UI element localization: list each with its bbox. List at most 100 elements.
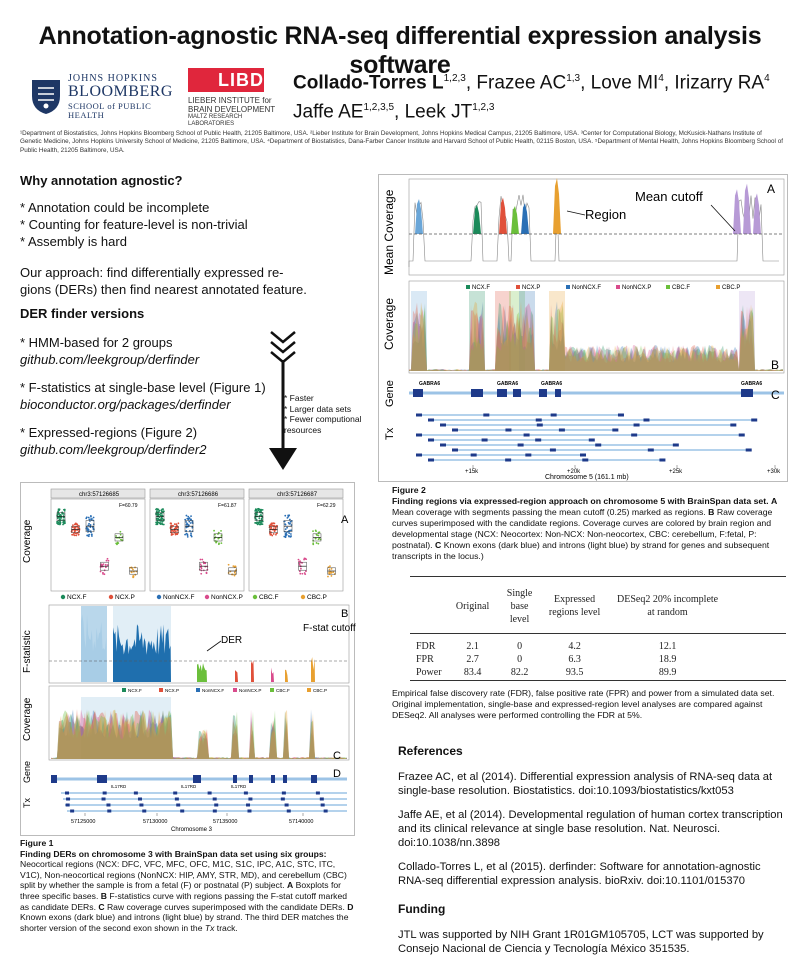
fig1-legend-swatch	[108, 594, 114, 600]
fig1-point	[184, 518, 187, 521]
fig1-point	[301, 572, 304, 575]
fig1-point	[332, 571, 335, 573]
version-2-link[interactable]: bioconductor.org/packages/derfinder	[20, 397, 231, 412]
fig2-legend-label: NCX.P	[522, 285, 540, 291]
fig2-ylab-coverage: Coverage	[382, 298, 396, 350]
fig1-box-title: chr3:57126687	[277, 492, 318, 498]
fig1-point	[328, 572, 330, 575]
fig1-point	[188, 520, 191, 523]
fig1-point	[99, 570, 102, 573]
funding-text: JTL was supported by NIH Grant 1R01GM105…	[398, 929, 764, 955]
fig1-point	[327, 566, 330, 568]
fig1-point	[185, 514, 188, 517]
fig1-point	[88, 533, 91, 536]
fig2-tx-exon	[505, 458, 512, 462]
fig1-point	[190, 535, 193, 538]
results-table: Original Single base level Expressed reg…	[410, 578, 728, 679]
fig2-x-tick-label: +30k	[767, 469, 781, 475]
fig2-legend-swatch	[666, 285, 670, 289]
fig2-tx-exon	[428, 418, 434, 422]
fig1-point	[257, 508, 260, 510]
fig1-legend-c-label: NCX.F	[128, 688, 142, 693]
fig1-point	[77, 530, 80, 533]
fig1-ylab-tx: Tx	[22, 798, 32, 808]
fig1-legend-c-swatch	[233, 688, 237, 692]
table-top-rule	[410, 576, 786, 577]
fig2-legend-swatch	[466, 285, 470, 289]
why-heading: Why annotation agnostic?	[20, 173, 183, 188]
fig1-point	[288, 522, 291, 525]
fig1-point	[89, 514, 92, 517]
fig2-exon	[471, 389, 483, 397]
fig1-point	[199, 563, 202, 566]
version-1-link[interactable]: github.com/leekgroup/derfinder	[20, 352, 200, 367]
fig1-fstat-area	[197, 663, 207, 682]
fig1-point	[174, 527, 177, 530]
fig1-point	[260, 523, 263, 526]
fig1-point	[204, 562, 207, 565]
fig1-point	[159, 522, 162, 525]
fig1-point	[233, 566, 236, 568]
fig1-point	[187, 515, 190, 518]
fig1-fstat-area	[251, 660, 254, 682]
fig2-x-label: Chromosome 5 (161.1 mb)	[545, 474, 629, 481]
fig1-point	[75, 534, 78, 537]
fig1-point	[172, 530, 175, 533]
fig1-point	[318, 531, 321, 534]
fig1-point	[327, 575, 329, 578]
libd-line2: BRAIN DEVELOPMENT	[188, 105, 276, 115]
fig2-exon	[539, 389, 547, 397]
fig1-legend-c-label: CBC.F	[276, 688, 290, 693]
fig2-tx-exon	[588, 438, 595, 442]
fig1-legend-label: NCX.P	[115, 594, 135, 601]
figure-2-caption: Figure 2 Finding regions via expressed-r…	[392, 485, 778, 561]
fig1-ylab-fstat: F-statistic	[22, 630, 33, 673]
fig1-point	[106, 557, 109, 560]
fig1-point	[289, 520, 292, 523]
fig1-point	[56, 521, 58, 523]
fig2-legend-label: CBC.P	[722, 285, 740, 291]
fig1-caption-bold: Finding DERs on chromosome 3 with BrainS…	[20, 848, 327, 859]
fig1-point	[132, 568, 134, 571]
fig2-caption-title: Figure 2	[392, 485, 426, 495]
fig2-coverage-area	[409, 302, 783, 371]
author-1: Collado-Torres L	[293, 72, 444, 94]
version-3-link[interactable]: github.com/leekgroup/derfinder2	[20, 442, 207, 457]
fig1-tx-exon	[284, 803, 289, 807]
version-2: * F-statistics at single-base level (Fig…	[20, 380, 266, 395]
table-header-1: Original	[455, 600, 490, 612]
fig1-letter-a: A	[341, 514, 349, 526]
fig1-gene-name-3: IL17RD	[231, 784, 247, 789]
fig1-point	[298, 564, 301, 566]
fig1-point	[286, 516, 289, 519]
fig2-region-peak	[521, 203, 529, 234]
fig1-point	[303, 558, 305, 561]
fig1-tx-exon	[323, 809, 328, 813]
fig1-point	[257, 521, 259, 524]
fig2-ylab-tx: Tx	[384, 427, 396, 440]
fig1-point	[285, 532, 288, 535]
fig1-fstat-curve	[81, 606, 315, 682]
fig1-point	[161, 523, 164, 525]
libd-mark: LIBD	[218, 70, 264, 90]
fig2-region-peak	[743, 183, 751, 234]
fig1-point	[104, 563, 107, 566]
fig2-coverage-area	[409, 302, 783, 371]
fig1-point	[86, 529, 89, 532]
fig2-region-peak	[733, 189, 741, 234]
fig1-letter-b: B	[341, 608, 348, 620]
fig1-tx-exon	[319, 797, 324, 801]
fig1-point	[156, 512, 159, 515]
fig1-point	[260, 511, 263, 514]
author-6: , Leek JT	[394, 101, 473, 123]
fig1-point	[119, 533, 122, 536]
reference-1: Frazee AC, et al (2014). Differential ex…	[398, 771, 773, 797]
fig1-box-title: chr3:57126685	[79, 492, 120, 498]
libd-line3: MALTZ RESEARCH LABORATORIES	[188, 114, 243, 128]
fig1-point	[273, 530, 276, 533]
fig1-point	[329, 565, 331, 568]
fig1-point	[288, 532, 291, 535]
fig1-point	[185, 521, 187, 523]
fig1-point	[92, 523, 95, 526]
fig1-legend-swatch	[300, 594, 306, 600]
